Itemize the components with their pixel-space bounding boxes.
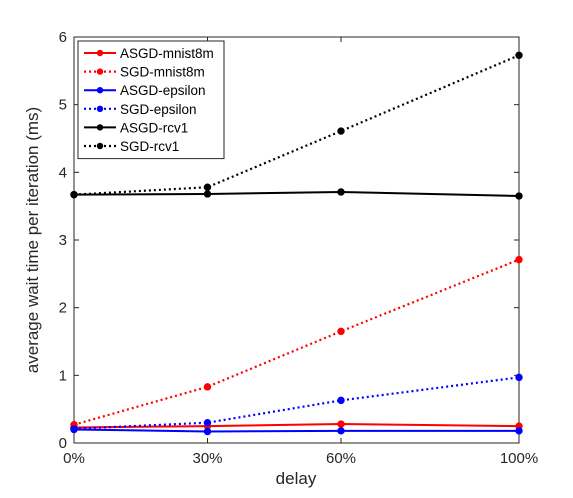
x-axis-label: delay [276,469,317,488]
data-point [515,192,523,200]
data-point [70,190,78,199]
legend-entry: SGD-rcv1 [84,139,179,154]
y-tick-label: 0 [59,435,67,452]
legend-entry: SGD-epsilon [84,102,197,117]
legend-label: SGD-epsilon [120,102,197,117]
series-sgd-rcv1 [70,51,523,199]
legend-entry: ASGD-mnist8m [84,46,214,61]
legend-entry: ASGD-epsilon [84,83,206,98]
data-point [337,420,345,428]
data-point [337,327,345,336]
series-sgd-epsilon [70,373,523,433]
y-tick-label: 5 [59,97,67,114]
legend: ASGD-mnist8m SGD-mnist8m ASGD-epsilon SGD-e… [77,40,225,160]
legend-label: ASGD-epsilon [120,83,206,98]
data-point [70,425,78,433]
legend-box [77,40,225,160]
data-point [203,183,212,191]
legend-label: SGD-mnist8m [120,65,205,80]
data-point [203,383,212,391]
legend-swatch-marker [96,87,104,94]
series-sgd-mnist8m [70,255,523,429]
y-tick-label: 4 [59,164,67,181]
x-tick-label: 0% [63,450,85,467]
data-point [337,427,345,435]
y-tick-label: 3 [59,232,67,249]
legend-label: ASGD-rcv1 [120,120,188,135]
legend-swatch-marker [96,105,104,113]
legend-swatch-marker [96,68,104,75]
legend-entry: ASGD-rcv1 [84,120,188,135]
data-point [337,188,345,196]
legend-label: ASGD-mnist8m [120,46,214,61]
legend-label: SGD-rcv1 [120,139,179,154]
data-point [337,127,345,135]
series-line [73,54,520,196]
series-line [73,190,520,198]
data-point [203,419,212,427]
y-tick-label: 6 [59,29,67,46]
series-line [73,376,520,430]
data-point [337,396,345,405]
y-tick-label: 1 [59,367,67,384]
legend-entry: SGD-mnist8m [84,65,205,80]
data-point [515,427,523,435]
y-axis-label: average wait time per iteration (ms) [23,107,42,373]
data-point [515,373,523,382]
x-tick-label: 100% [500,450,538,467]
y-tick-label: 2 [59,300,67,317]
data-point [515,51,523,59]
legend-swatch-marker [96,49,104,57]
legend-swatch-marker [96,142,104,150]
series-line [73,428,519,433]
series-line [73,258,520,426]
data-point [203,190,212,198]
data-point [203,427,212,436]
x-tick-label: 30% [192,450,222,467]
series-layer [70,51,523,436]
data-point [515,255,523,264]
x-tick-label: 60% [326,450,356,467]
legend-swatch-marker [96,124,104,131]
